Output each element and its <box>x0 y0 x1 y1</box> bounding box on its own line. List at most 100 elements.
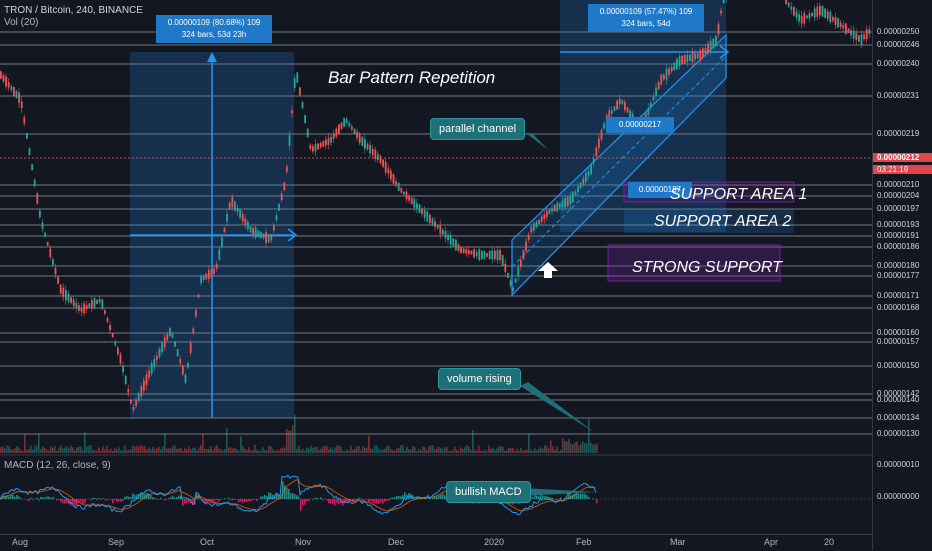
volume-bar <box>574 442 576 453</box>
volume-bar <box>52 448 54 453</box>
volume-bar <box>146 450 148 453</box>
candle-body <box>616 100 618 109</box>
macd-bar <box>178 495 180 499</box>
bullish-macd-callout[interactable]: bullish MACD <box>446 481 531 503</box>
volume-bar <box>368 436 370 453</box>
candle-body <box>819 6 821 15</box>
candle-body <box>44 233 46 237</box>
measure-label-left[interactable]: 0.00000109 (80.68%) 109 324 bars, 53d 23… <box>156 15 272 43</box>
macd-bar <box>8 497 10 499</box>
macd-bar <box>14 497 16 499</box>
candle-body <box>148 371 150 378</box>
volume-bar <box>338 446 340 453</box>
volume-bar <box>256 450 258 453</box>
volume-bar <box>160 449 162 453</box>
candle-body <box>101 299 103 309</box>
candle-body <box>491 251 493 260</box>
candle-body <box>858 35 860 42</box>
volume-bar <box>440 448 442 453</box>
macd-bar <box>82 499 84 504</box>
candle-body <box>185 375 187 383</box>
volume-indicator-label[interactable]: Vol (20) <box>4 17 38 28</box>
volume-bar <box>542 449 544 453</box>
volume-bar <box>284 447 286 453</box>
volume-rising-callout[interactable]: volume rising <box>438 368 521 390</box>
candle-body <box>660 75 662 85</box>
candle-body <box>681 56 683 64</box>
volume-bar <box>496 449 498 453</box>
volume-bar <box>562 438 564 453</box>
candle-body <box>460 247 462 253</box>
candle-body <box>104 310 106 313</box>
candle-body <box>0 71 2 78</box>
volume-bar <box>278 450 280 453</box>
macd-bar <box>376 499 378 503</box>
measure-right-line2: 324 bars, 54d <box>592 18 700 30</box>
candle-body <box>190 343 192 353</box>
candle-body <box>263 235 265 238</box>
volume-bar <box>448 451 450 453</box>
volume-bar <box>462 449 464 453</box>
macd-bar <box>262 496 264 499</box>
parallel-channel-callout[interactable]: parallel channel <box>430 118 525 140</box>
candle-body <box>421 208 423 214</box>
candle-body <box>463 249 465 253</box>
candle-body <box>47 242 49 246</box>
candle-body <box>252 228 254 234</box>
macd-bar <box>220 499 222 500</box>
channel-price-tag[interactable]: 0.00000217 <box>606 117 674 133</box>
volume-bar <box>258 451 260 453</box>
candle-body <box>60 285 62 294</box>
volume-bar <box>470 449 472 453</box>
candle-body <box>848 28 850 33</box>
support-area-1-label[interactable]: SUPPORT AREA 1 <box>670 186 807 204</box>
candle-body <box>432 219 434 225</box>
candle-body <box>356 132 358 139</box>
candle-body <box>91 300 93 309</box>
volume-bar <box>36 445 38 453</box>
macd-bar <box>256 499 258 501</box>
candle-body <box>528 235 530 240</box>
measure-label-right[interactable]: 0.00000109 (57.47%) 109 324 bars, 54d <box>588 4 704 32</box>
candle-body <box>73 300 75 306</box>
candle-body <box>861 34 863 44</box>
volume-bar <box>26 450 28 453</box>
candle-body <box>291 110 293 113</box>
volume-bar <box>12 450 14 453</box>
volume-bar <box>358 446 360 453</box>
volume-bar <box>90 445 92 453</box>
candle-body <box>863 34 865 39</box>
volume-bar <box>560 450 562 453</box>
volume-bar <box>250 450 252 453</box>
candle-body <box>489 251 491 259</box>
candle-body <box>564 198 566 207</box>
volume-bar <box>302 449 304 453</box>
macd-indicator-label[interactable]: MACD (12, 26, close, 9) <box>4 460 111 471</box>
macd-bar <box>46 496 48 499</box>
candle-body <box>133 407 135 410</box>
volume-bar <box>596 444 598 453</box>
volume-bar <box>288 431 290 453</box>
candle-body <box>13 87 15 95</box>
volume-bar <box>88 445 90 453</box>
strong-support-label[interactable]: STRONG SUPPORT <box>632 259 782 277</box>
macd-bar <box>154 498 156 499</box>
candle-body <box>840 23 842 27</box>
volume-bar <box>530 449 532 453</box>
candle-body <box>192 329 194 333</box>
candle-body <box>866 29 868 39</box>
candle-body <box>156 356 158 360</box>
candle-body <box>850 30 852 35</box>
volume-bar <box>354 449 356 453</box>
macd-bar <box>436 497 438 499</box>
candle-body <box>442 230 444 235</box>
support-area-2-label[interactable]: SUPPORT AREA 2 <box>654 213 791 231</box>
volume-bar <box>384 449 386 453</box>
candle-body <box>796 12 798 18</box>
price-label: 0.00000177 <box>877 271 919 280</box>
symbol-title[interactable]: TRON / Bitcoin, 240, BINANCE <box>4 4 143 17</box>
chart-title-text[interactable]: Bar Pattern Repetition <box>328 68 495 88</box>
volume-bar <box>246 450 248 453</box>
